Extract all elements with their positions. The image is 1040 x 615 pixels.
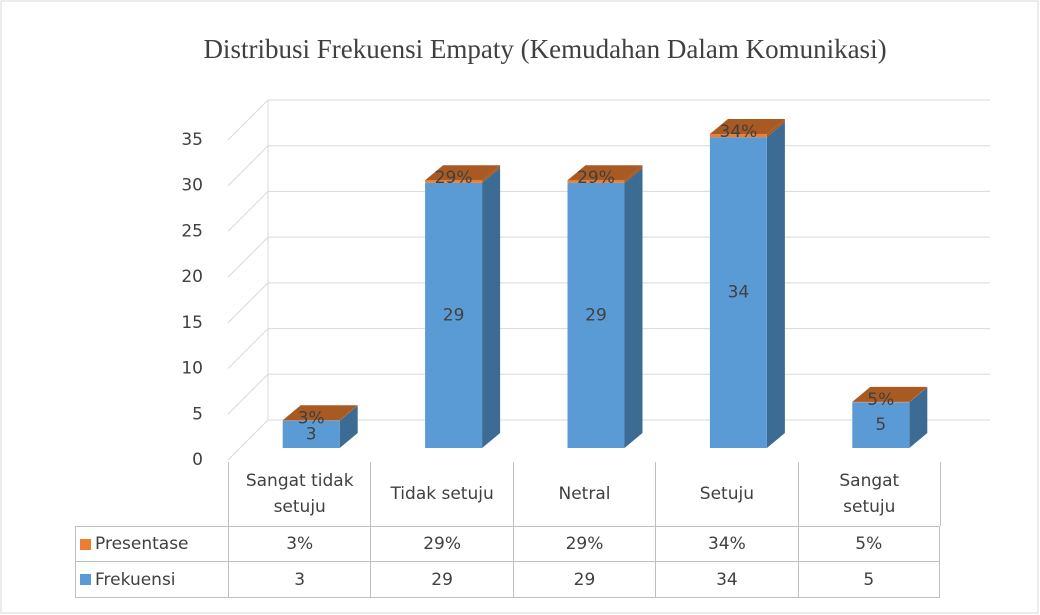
grid-diagonal bbox=[227, 145, 269, 187]
data-label: 29 bbox=[585, 305, 607, 325]
chart-title: Distribusi Frekuensi Empaty (Kemudahan D… bbox=[203, 34, 886, 64]
category-label: Sangat tidak setuju bbox=[228, 462, 370, 526]
table-cell: 29 bbox=[512, 562, 656, 598]
bar bbox=[852, 402, 910, 448]
y-tick-label: 25 bbox=[181, 221, 203, 241]
grid-diagonal bbox=[227, 282, 269, 324]
y-tick-label: 0 bbox=[192, 450, 203, 470]
bar-side bbox=[482, 165, 501, 183]
bar-side bbox=[909, 386, 928, 403]
bar-side bbox=[909, 387, 928, 448]
y-tick-label: 10 bbox=[181, 359, 203, 379]
table-cell: 34 bbox=[655, 562, 798, 598]
data-label: 5% bbox=[867, 390, 894, 410]
y-tick-label: 5 bbox=[192, 404, 203, 424]
table-cell: 29 bbox=[370, 562, 513, 598]
y-tick-label: 30 bbox=[181, 176, 203, 196]
table-cell: 3% bbox=[228, 526, 371, 562]
data-label: 34 bbox=[728, 283, 750, 303]
bar-side bbox=[766, 122, 785, 449]
y-tick-label: 20 bbox=[181, 267, 203, 287]
category-label: Netral bbox=[512, 462, 655, 526]
grid-diagonal bbox=[227, 236, 269, 278]
y-tick-label: 35 bbox=[181, 130, 203, 150]
category-label: Sangat setuju bbox=[797, 462, 940, 526]
grid-diagonal bbox=[227, 99, 269, 141]
bar-side bbox=[339, 405, 358, 421]
legend-label: Presentase bbox=[95, 534, 189, 554]
bar-top bbox=[282, 405, 358, 421]
data-label: 34% bbox=[720, 122, 758, 142]
bar bbox=[282, 420, 340, 448]
bar bbox=[567, 182, 625, 448]
table-cell: 29% bbox=[512, 526, 656, 562]
bar bbox=[425, 182, 483, 448]
table-cell: 34% bbox=[655, 526, 798, 562]
data-label: 5 bbox=[875, 415, 886, 435]
bar-side bbox=[482, 167, 501, 448]
data-label: 3% bbox=[298, 408, 325, 428]
bar-top bbox=[425, 165, 501, 181]
table-row-label: Presentase bbox=[75, 526, 228, 562]
data-label: 29% bbox=[435, 168, 473, 188]
table-cell: 5% bbox=[797, 526, 940, 562]
bar-top bbox=[852, 386, 928, 402]
legend-key bbox=[80, 538, 91, 550]
table-cell: 5 bbox=[797, 562, 940, 598]
table-right-edge bbox=[940, 462, 941, 526]
bar bbox=[709, 137, 767, 448]
data-label: 29 bbox=[443, 305, 465, 325]
grid-diagonal bbox=[227, 373, 269, 415]
bar bbox=[567, 180, 625, 183]
category-label: Tidak setuju bbox=[370, 462, 512, 526]
bar-top bbox=[709, 119, 785, 135]
grid-diagonal bbox=[227, 328, 269, 369]
bar-side bbox=[766, 119, 785, 138]
bar-side bbox=[339, 405, 358, 448]
y-tick-label: 15 bbox=[181, 313, 203, 333]
bar-side bbox=[624, 167, 643, 448]
bar bbox=[709, 134, 767, 138]
legend-key bbox=[80, 574, 91, 585]
data-label: 3 bbox=[306, 424, 317, 444]
grid-diagonal bbox=[227, 419, 269, 461]
bar-side bbox=[624, 165, 643, 183]
table-cell: 3 bbox=[228, 562, 371, 598]
bar-top bbox=[567, 165, 643, 181]
grid-diagonal bbox=[227, 191, 269, 232]
data-label: 29% bbox=[577, 168, 615, 188]
table-row-label: Frekuensi bbox=[75, 562, 228, 598]
table-cell: 29% bbox=[370, 526, 513, 562]
legend-label: Frekuensi bbox=[95, 569, 176, 590]
bar bbox=[425, 180, 483, 183]
category-label: Setuju bbox=[655, 462, 797, 526]
